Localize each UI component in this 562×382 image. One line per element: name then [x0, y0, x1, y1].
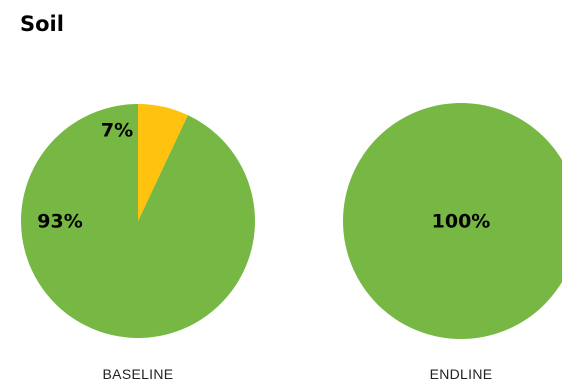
- pie-endline: 100% ENDLINE: [343, 103, 562, 382]
- pie-slice: [343, 103, 562, 339]
- slice-data-label: 100%: [432, 211, 491, 233]
- category-label-baseline: BASELINE: [103, 366, 174, 382]
- category-label-endline: ENDLINE: [430, 366, 493, 382]
- pie-baseline: 93% 7% BASELINE: [21, 104, 256, 382]
- slice-data-label: 7%: [101, 120, 133, 142]
- pie-slice: [138, 104, 188, 221]
- slice-data-label: 93%: [37, 211, 82, 233]
- pie-slice: [21, 104, 256, 339]
- chart-title: Soil: [20, 12, 64, 36]
